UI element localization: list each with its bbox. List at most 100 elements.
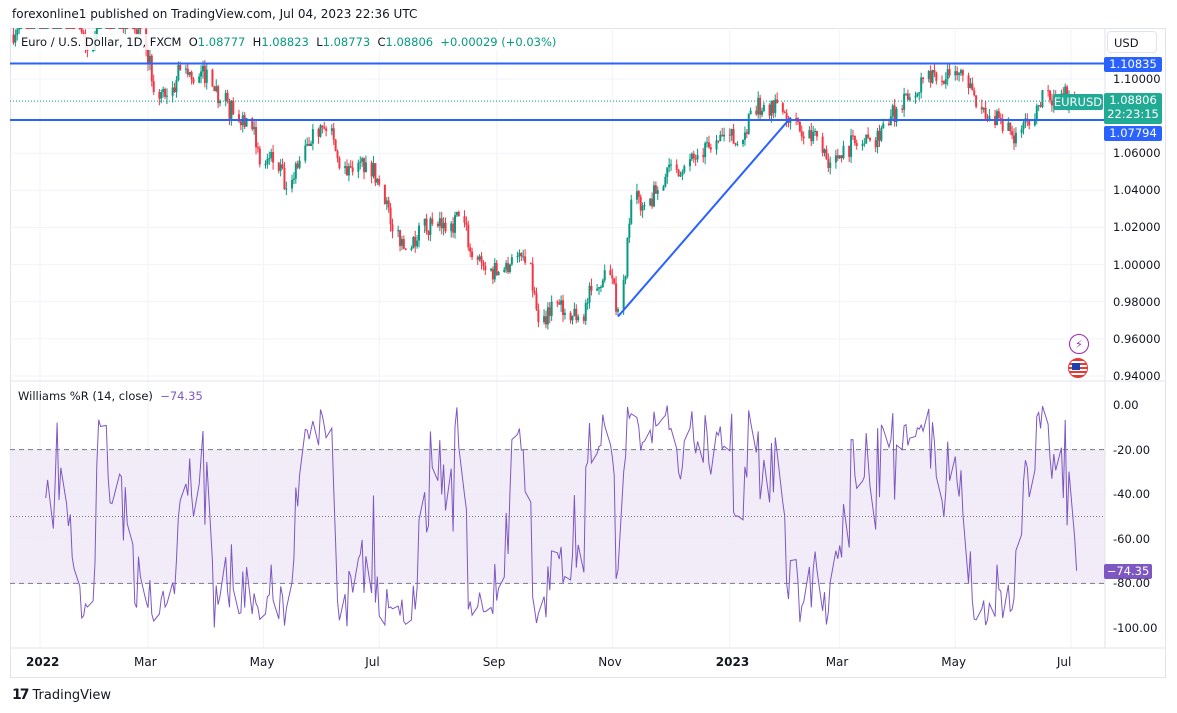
candle-body xyxy=(861,144,864,146)
candle-body xyxy=(78,28,81,29)
candle-body xyxy=(224,92,227,102)
candle-body xyxy=(59,28,62,29)
candle-body xyxy=(361,158,364,162)
candle-body xyxy=(44,28,47,29)
candle-body xyxy=(427,231,430,235)
candle-body xyxy=(173,87,176,93)
candle-body xyxy=(217,86,220,104)
price-chart[interactable] xyxy=(0,28,1177,688)
candle-body xyxy=(704,143,707,158)
candle-body xyxy=(391,224,394,232)
candle-body xyxy=(560,300,563,305)
candle-body xyxy=(285,188,288,190)
candle-body xyxy=(67,28,70,29)
candle-body xyxy=(164,88,167,97)
candle-body xyxy=(770,100,773,116)
candle-body xyxy=(743,132,746,140)
candle-body xyxy=(626,237,629,277)
candle-body xyxy=(332,128,335,140)
candle-body xyxy=(152,81,155,92)
candle-body xyxy=(239,121,242,126)
candle-body xyxy=(387,200,390,208)
candle-body xyxy=(444,222,447,232)
candle-body xyxy=(245,117,248,127)
candle-body xyxy=(668,164,671,168)
candle-body xyxy=(190,71,193,80)
candle-body xyxy=(973,90,976,96)
candle-body xyxy=(139,28,142,29)
candle-body xyxy=(436,223,439,227)
candle-body xyxy=(200,71,203,77)
candle-body xyxy=(264,164,267,166)
candle-body xyxy=(351,167,354,172)
candle-body xyxy=(836,155,839,159)
indicator-name: Williams %R (14, close) xyxy=(18,389,153,403)
candle-body xyxy=(795,117,798,119)
candle-body xyxy=(478,256,481,260)
candle-body xyxy=(126,28,129,29)
candle-body xyxy=(652,185,655,207)
williams-tick-label: -40.00 xyxy=(1113,487,1151,502)
candle-body xyxy=(344,166,347,169)
candle-body xyxy=(670,164,673,166)
candle-body xyxy=(42,28,45,29)
candle-body xyxy=(719,134,722,142)
candle-body xyxy=(611,275,614,279)
candle-body xyxy=(675,164,678,170)
candle-body xyxy=(160,92,163,99)
candle-body xyxy=(109,28,112,29)
candle-body xyxy=(760,110,763,115)
time-tick-label: 2023 xyxy=(715,655,750,669)
williams-legend[interactable]: Williams %R (14, close) −74.35 xyxy=(18,389,203,403)
candle-body xyxy=(431,218,434,224)
candle-body xyxy=(1013,135,1016,144)
candle-body xyxy=(723,134,726,137)
candle-body xyxy=(14,34,17,43)
candle-body xyxy=(171,87,174,96)
candle-body xyxy=(122,28,125,29)
candle-body xyxy=(959,70,962,74)
symbol-name[interactable]: Euro / U.S. Dollar, 1D, FXCM xyxy=(21,35,182,49)
candle-body xyxy=(808,130,811,139)
candle-body xyxy=(120,28,123,29)
candle-body xyxy=(905,93,908,95)
candle-body xyxy=(440,218,443,229)
candle-body xyxy=(781,103,784,112)
close-value: 1.08806 xyxy=(385,35,434,49)
us-flag-icon[interactable] xyxy=(1068,358,1088,378)
candle-body xyxy=(414,236,417,247)
candle-body xyxy=(95,28,98,39)
candle-body xyxy=(730,129,733,136)
candle-body xyxy=(851,135,854,137)
candle-body xyxy=(482,262,485,267)
candle-body xyxy=(232,101,235,115)
candle-body xyxy=(383,184,386,204)
candle-body xyxy=(1014,132,1017,144)
candle-body xyxy=(237,114,240,122)
candle-body xyxy=(495,262,498,276)
candle-body xyxy=(825,149,828,160)
candle-body xyxy=(995,111,998,126)
candle-body xyxy=(27,28,30,29)
candle-body xyxy=(550,301,553,316)
candle-body xyxy=(1022,122,1025,130)
candle-body xyxy=(162,88,165,93)
candle-body xyxy=(46,28,49,29)
candle-body xyxy=(378,179,381,185)
currency-button[interactable]: USD xyxy=(1107,31,1157,53)
candle-body xyxy=(389,207,392,225)
tradingview-logo[interactable]: 17 TradingView xyxy=(12,687,111,703)
candle-body xyxy=(656,190,659,194)
candle-body xyxy=(850,135,853,157)
candle-body xyxy=(893,105,896,123)
candle-body xyxy=(251,117,254,130)
candle-body xyxy=(503,269,506,273)
price-tick-label: 0.94000 xyxy=(1113,368,1161,383)
time-tick-label: Mar xyxy=(825,655,849,669)
candle-body xyxy=(935,72,938,81)
lightning-icon[interactable]: ⚡ xyxy=(1069,334,1089,354)
candle-body xyxy=(321,125,324,128)
candle-body xyxy=(497,272,500,276)
candle-body xyxy=(188,71,191,75)
candle-body xyxy=(867,134,870,138)
